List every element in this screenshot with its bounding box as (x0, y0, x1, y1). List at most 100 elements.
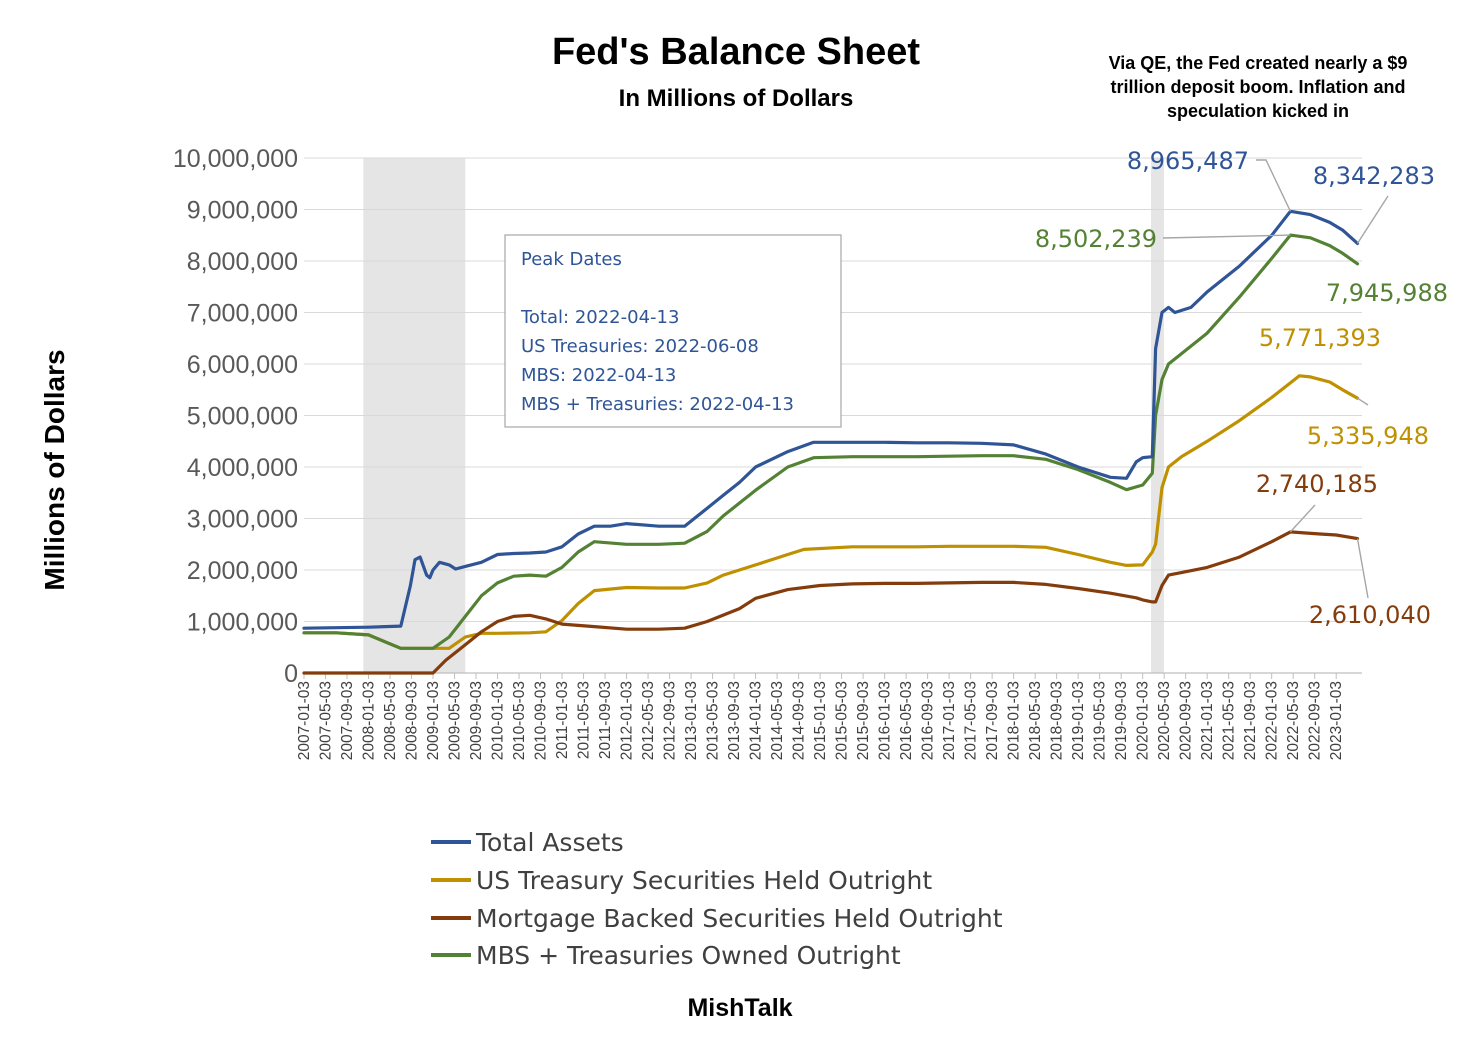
data-label-combined-last: 7,945,988 (1326, 279, 1448, 307)
x-tick-label-6: 2009-01-03 (425, 681, 442, 760)
legend-label-mbs-treasuries: MBS + Treasuries Owned Outright (476, 941, 901, 970)
peak-box-frame (504, 234, 842, 428)
legend-label-treasuries: US Treasury Securities Held Outright (476, 866, 932, 895)
series-line-mbs (302, 530, 1360, 675)
x-tick-label-40: 2020-05-03 (1156, 681, 1173, 760)
y-tick-label-3: 3,000,000 (187, 506, 298, 534)
leader-line-total-peak (1256, 159, 1292, 212)
x-tick-label-12: 2011-01-03 (554, 681, 571, 759)
y-axis-ticks: 0 1,000,000 2,000,000 3,000,000 4,000,000 5,0… (173, 145, 298, 688)
x-tick-label-19: 2013-05-03 (705, 681, 722, 760)
data-labels: 8,965,487 8,342,283 8,502,239 7,945,988 … (1035, 147, 1448, 629)
peak-box-line-mbs-treasuries: MBS + Treasuries: 2022-04-13 (521, 394, 794, 415)
x-tick-label-8: 2009-09-03 (468, 681, 485, 760)
x-tick-label-2: 2007-09-03 (339, 681, 356, 760)
x-tick-label-36: 2019-01-03 (1070, 681, 1087, 760)
legend: Total Assets US Treasury Securities Held… (431, 828, 1003, 970)
x-tick-label-43: 2021-05-03 (1221, 681, 1238, 760)
data-label-mbs-last: 2,610,040 (1309, 601, 1431, 629)
x-tick-label-21: 2014-01-03 (748, 681, 765, 760)
x-tick-label-0: 2007-01-03 (296, 681, 313, 760)
x-tick-label-34: 2018-05-03 (1027, 681, 1044, 760)
x-tick-label-11: 2010-09-03 (533, 681, 550, 760)
y-tick-label-7: 7,000,000 (187, 300, 298, 328)
legend-label-mbs: Mortgage Backed Securities Held Outright (476, 904, 1003, 933)
x-tick-label-10: 2010-05-03 (511, 681, 528, 760)
x-tick-label-37: 2019-05-03 (1092, 681, 1109, 760)
x-tick-label-7: 2009-05-03 (447, 681, 464, 760)
peak-box-line-treasuries: US Treasuries: 2022-06-08 (521, 336, 759, 357)
data-label-treasury-last: 5,335,948 (1307, 422, 1429, 450)
leader-line-mbs-peak (1289, 504, 1316, 533)
data-label-total-last: 8,342,283 (1313, 162, 1435, 190)
x-tick-label-13: 2011-05-03 (576, 681, 593, 759)
x-tick-label-47: 2022-09-03 (1307, 681, 1324, 760)
x-tick-label-30: 2017-01-03 (941, 681, 958, 760)
y-tick-label-8: 8,000,000 (187, 248, 298, 276)
x-tick-label-41: 2020-09-03 (1178, 681, 1195, 760)
y-tick-label-1: 1,000,000 (187, 609, 298, 637)
x-tick-label-38: 2019-09-03 (1113, 681, 1130, 760)
peak-dates-box: Peak Dates Total: 2022-04-13 US Treasuri… (504, 234, 842, 428)
chart-title: Fed's Balance Sheet (552, 31, 920, 73)
x-tick-label-23: 2014-09-03 (791, 681, 808, 760)
x-tick-label-45: 2022-01-03 (1264, 681, 1281, 760)
series-line-total-assets (302, 209, 1360, 630)
x-tick-label-44: 2021-09-03 (1242, 681, 1259, 760)
x-tick-label-18: 2013-01-03 (683, 681, 700, 760)
x-tick-label-39: 2020-01-03 (1135, 681, 1152, 760)
x-tick-label-20: 2013-09-03 (726, 681, 743, 760)
x-tick-label-4: 2008-05-03 (382, 681, 399, 760)
x-tick-label-31: 2017-05-03 (963, 681, 980, 760)
x-tick-label-5: 2008-09-03 (404, 681, 421, 760)
x-tick-label-25: 2015-05-03 (834, 681, 851, 760)
annotation-note-line-3: speculation kicked in (1167, 101, 1349, 121)
x-tick-label-35: 2018-09-03 (1049, 681, 1066, 760)
chart-subtitle: In Millions of Dollars (619, 85, 854, 112)
source-label: MishTalk (687, 994, 792, 1022)
leader-line-total-last (1356, 195, 1389, 244)
x-tick-label-27: 2016-01-03 (877, 681, 894, 760)
x-tick-label-48: 2023-01-03 (1328, 681, 1345, 760)
peak-box-line-total: Total: 2022-04-13 (520, 307, 679, 328)
y-axis-label: Millions of Dollars (39, 349, 70, 590)
x-tick-label-22: 2014-05-03 (769, 681, 786, 760)
x-tick-label-26: 2015-09-03 (855, 681, 872, 760)
peak-box-title: Peak Dates (521, 249, 622, 270)
x-tick-label-32: 2017-09-03 (984, 681, 1001, 760)
series-line-mbs-treasuries (302, 233, 1360, 650)
y-tick-label-10: 10,000,000 (173, 145, 298, 173)
x-axis-ticks: 2007-01-03 2007-05-03 2007-09-03 2008-01-03… (296, 673, 1345, 760)
x-tick-label-3: 2008-01-03 (361, 681, 378, 760)
legend-label-total-assets: Total Assets (475, 828, 624, 857)
x-tick-label-9: 2010-01-03 (490, 681, 507, 760)
leader-line-treasury-last (1357, 397, 1369, 406)
x-tick-label-14: 2011-09-03 (597, 681, 614, 759)
x-tick-label-16: 2012-05-03 (640, 681, 657, 760)
y-tick-label-9: 9,000,000 (187, 197, 298, 225)
data-label-treasury-peak: 5,771,393 (1259, 324, 1381, 352)
data-label-combined-peak: 8,502,239 (1035, 225, 1157, 253)
peak-box-line-mbs: MBS: 2022-04-13 (521, 365, 676, 386)
series-lines (302, 209, 1360, 675)
x-tick-label-33: 2018-01-03 (1006, 681, 1023, 760)
annotation-note-line-1: Via QE, the Fed created nearly a $9 (1109, 53, 1408, 73)
x-tick-label-46: 2022-05-03 (1285, 681, 1302, 760)
annotation-note-line-2: trillion deposit boom. Inflation and (1111, 77, 1406, 97)
y-tick-label-0: 0 (284, 660, 298, 688)
y-tick-label-2: 2,000,000 (187, 557, 298, 585)
data-label-total-peak: 8,965,487 (1127, 147, 1249, 175)
leader-line-combined-peak (1162, 234, 1291, 239)
x-tick-label-24: 2015-01-03 (812, 681, 829, 760)
data-label-mbs-peak: 2,740,185 (1256, 470, 1378, 498)
x-tick-label-1: 2007-05-03 (318, 681, 335, 760)
x-tick-label-42: 2021-01-03 (1199, 681, 1216, 760)
x-tick-label-17: 2012-09-03 (662, 681, 679, 760)
y-tick-label-5: 5,000,000 (187, 403, 298, 431)
x-tick-label-29: 2016-09-03 (920, 681, 937, 760)
leader-line-mbs-last (1356, 538, 1369, 599)
y-tick-label-4: 4,000,000 (187, 454, 298, 482)
y-tick-label-6: 6,000,000 (187, 351, 298, 379)
x-tick-label-15: 2012-01-03 (619, 681, 636, 760)
